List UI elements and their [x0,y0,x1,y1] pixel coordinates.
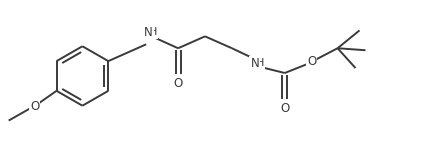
Text: H: H [149,27,157,37]
Text: H: H [256,58,264,68]
Text: N: N [251,57,259,70]
Text: O: O [173,77,183,90]
Text: O: O [307,55,316,68]
Text: O: O [280,102,289,115]
Text: N: N [144,26,153,39]
Text: O: O [30,100,39,113]
